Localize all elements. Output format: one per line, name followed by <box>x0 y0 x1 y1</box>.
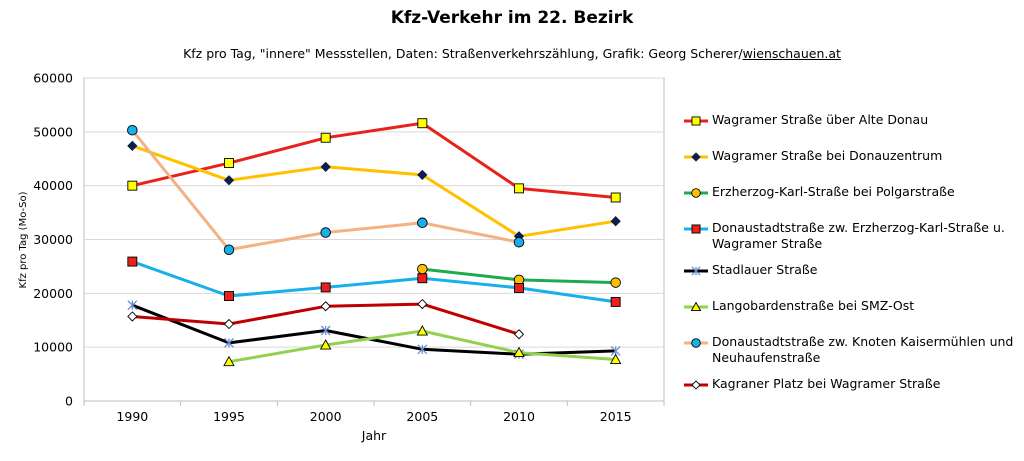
legend-marker <box>690 301 702 312</box>
data-point-4 <box>224 291 234 301</box>
data-point-8 <box>127 311 138 322</box>
legend-item: Donaustadtstraße zw. Knoten Kaisermühlen… <box>684 334 1017 366</box>
y-axis-label: Kfz pro Tag (Mo-So) <box>18 191 29 288</box>
x-tick-label: 2010 <box>503 409 535 424</box>
series-line-4 <box>131 260 616 304</box>
y-tick-label: 20000 <box>33 286 73 301</box>
y-tick-label: 0 <box>65 394 73 409</box>
legend-swatch <box>684 152 708 162</box>
data-point-5 <box>417 344 428 355</box>
legend-item: Wagramer Straße über Alte Donau <box>684 112 1017 128</box>
legend-marker <box>691 224 701 234</box>
y-tick-label: 40000 <box>33 178 73 193</box>
data-point-6 <box>319 339 332 350</box>
data-point-4 <box>417 273 428 284</box>
data-point-2 <box>610 216 621 227</box>
data-point-8 <box>223 318 235 330</box>
legend-item: Erzherzog-Karl-Straße bei Polgarstraße <box>684 184 1017 200</box>
data-point-7 <box>223 244 235 255</box>
legend-swatch <box>684 301 708 312</box>
y-tick-label: 10000 <box>33 340 73 355</box>
series-lines <box>131 121 616 364</box>
axes: 0 10000 20000 30000 40000 50000 60000 1990 1995 2… <box>33 71 665 424</box>
legend-label: Erzherzog-Karl-Straße bei Polgarstraße <box>712 184 955 199</box>
legend-item: Wagramer Straße bei Donauzentrum <box>684 148 1017 164</box>
data-point-3 <box>610 277 621 288</box>
data-point-7 <box>320 227 331 238</box>
data-point-4 <box>514 283 524 293</box>
legend-label: Donaustadtstraße zw. Knoten Kaisermühlen… <box>712 334 1014 365</box>
chart-title: Kfz-Verkehr im 22. Bezirk <box>390 8 634 28</box>
legend-item: Stadlauer Straße <box>684 262 1017 278</box>
chart-subtitle: Kfz pro Tag, "innere" Messstellen, Daten… <box>0 46 1024 61</box>
data-point-6 <box>416 325 429 336</box>
data-point-1 <box>610 192 621 203</box>
data-point-1 <box>320 132 331 143</box>
data-point-2 <box>320 161 331 172</box>
data-point-2 <box>417 169 428 181</box>
legend-swatch <box>684 266 708 276</box>
data-point-5 <box>320 325 331 336</box>
x-tick-label: 1990 <box>116 409 148 424</box>
series-markers <box>127 118 622 367</box>
subtitle-text: Kfz pro Tag, "innere" Messstellen, Daten… <box>183 46 743 61</box>
legend-label: Wagramer Straße über Alte Donau <box>712 112 929 127</box>
legend-swatch <box>684 188 708 198</box>
legend-marker <box>691 380 701 390</box>
subtitle-link[interactable]: wienschauen.at <box>742 46 841 61</box>
legend-swatch <box>684 338 708 348</box>
data-point-6 <box>513 346 525 357</box>
legend-marker <box>691 116 701 126</box>
legend-swatch <box>684 224 708 234</box>
legend-item: Kagraner Platz bei Wagramer Straße <box>684 376 1017 392</box>
x-tick-label: 2015 <box>600 409 632 424</box>
legend-label: Donaustadtstraße zw. Erzherzog-Karl-Stra… <box>712 220 1005 251</box>
series-line-1 <box>131 121 616 199</box>
y-tick-label: 30000 <box>33 232 73 247</box>
legend-marker <box>691 152 701 162</box>
y-tick-label: 60000 <box>33 71 73 86</box>
data-point-1 <box>224 158 234 169</box>
y-tick-label: 50000 <box>33 124 73 139</box>
x-tick-label: 1995 <box>213 409 245 424</box>
data-point-2 <box>223 175 235 186</box>
legend-label: Kagraner Platz bei Wagramer Straße <box>712 376 941 391</box>
data-point-8 <box>417 298 428 310</box>
data-point-7 <box>513 236 525 248</box>
legend-label: Stadlauer Straße <box>712 262 818 277</box>
data-point-6 <box>223 355 235 367</box>
legend-label: Langobardenstraße bei SMZ-Ost <box>712 298 915 313</box>
x-axis-label: Jahr <box>361 428 387 443</box>
legend-item: Langobardenstraße bei SMZ-Ost <box>684 298 1017 314</box>
data-point-5 <box>224 337 234 348</box>
data-point-4 <box>127 256 138 267</box>
legend-marker <box>691 188 701 198</box>
data-point-7 <box>417 217 428 229</box>
data-point-2 <box>127 140 138 151</box>
legend-swatch <box>684 116 708 126</box>
x-tick-label: 2005 <box>406 409 438 424</box>
data-point-7 <box>127 124 138 136</box>
legend-marker <box>691 338 701 348</box>
legend-swatch <box>684 380 708 390</box>
data-point-4 <box>610 296 621 307</box>
data-point-5 <box>127 300 138 311</box>
x-tick-label: 2000 <box>310 409 342 424</box>
data-point-4 <box>320 282 331 293</box>
legend-marker <box>691 266 701 276</box>
data-point-1 <box>417 118 428 129</box>
data-point-8 <box>320 301 331 312</box>
data-point-1 <box>127 180 138 191</box>
data-point-6 <box>609 353 622 364</box>
data-point-1 <box>514 183 524 194</box>
data-point-3 <box>417 263 428 275</box>
data-point-8 <box>513 329 525 340</box>
series-line-2 <box>131 144 616 238</box>
legend-item: Donaustadtstraße zw. Erzherzog-Karl-Stra… <box>684 220 1017 252</box>
legend-label: Wagramer Straße bei Donauzentrum <box>712 148 943 163</box>
